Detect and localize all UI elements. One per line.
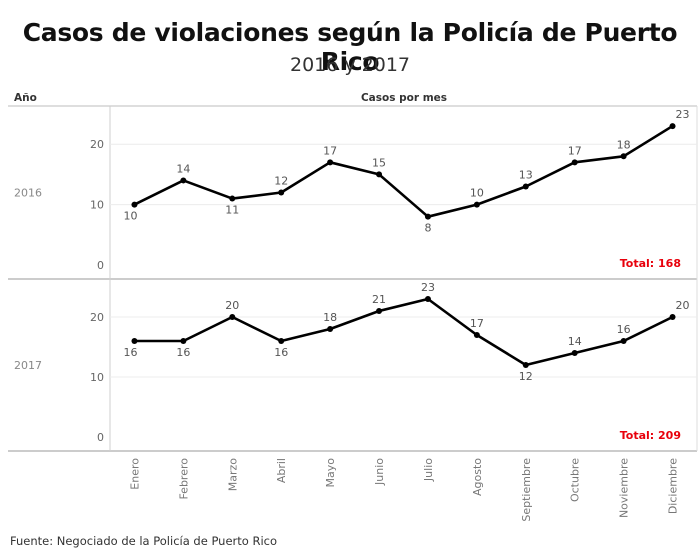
data-label: 17 [568,144,582,157]
data-point [620,338,627,344]
x-tick-label: Enero [128,458,141,490]
data-point [278,189,285,196]
series-line-2017 [134,297,674,367]
data-point [473,201,480,208]
y-tick-label: 20 [90,138,104,151]
y-tick-label: 10 [90,371,104,384]
x-tick-label: Septiembre [520,458,533,522]
data-label: 18 [323,311,337,324]
x-tick-label: Agosto [471,458,484,496]
x-tick-label: Abril [275,458,288,483]
x-tick-label: Junio [373,458,386,486]
data-label: 13 [519,168,533,181]
data-point [424,213,431,220]
data-label: 12 [519,370,533,383]
data-point [571,159,578,166]
data-label: 21 [372,293,386,306]
x-tick-label: Noviembre [618,458,631,518]
data-point [376,171,383,178]
chart-title: Casos de violaciones según la Policía de… [22,18,678,76]
data-point [669,123,676,130]
data-point [669,314,676,320]
row-label-2016: 2016 [14,187,42,200]
chart-subtitle: 2016 y 2017 [289,54,411,76]
x-tick-label: Julio [422,458,435,482]
column-header: Casos por mes [361,92,447,104]
row-header: Año [14,92,37,104]
x-tick-label: Diciembre [667,458,680,514]
data-point [473,332,480,338]
data-point [522,183,529,190]
x-axis: Enero Febrero Marzo Abril Mayo Junio Julio Agos… [128,458,679,522]
data-label: 16 [123,346,137,359]
data-label: 17 [323,144,337,157]
data-point [376,308,383,314]
data-label: 18 [617,138,631,151]
data-label: 11 [225,204,239,217]
data-label: 8 [424,222,431,235]
data-point [522,362,529,368]
data-label: 10 [123,210,137,223]
data-point [424,296,431,302]
total-label-2017: Total: 209 [620,429,681,442]
data-point [229,195,236,202]
data-label: 20 [225,299,239,312]
data-label: 16 [176,346,190,359]
data-label: 17 [470,317,484,330]
data-label: 23 [421,281,435,294]
data-label: 16 [617,323,631,336]
data-label: 20 [676,299,690,312]
y-tick-label: 10 [90,199,104,212]
chart-frame [8,105,698,452]
data-point [180,338,187,344]
data-label: 10 [470,187,484,200]
y-tick-label: 0 [97,431,104,444]
y-tick-label: 0 [97,259,104,272]
data-point [131,201,138,208]
data-point [278,338,285,344]
data-point [229,314,236,320]
panel-2016: 2016 0 10 20 10 14 11 12 17 15 8 10 13 17 18 23 Total: 1… [14,108,697,272]
data-point [180,177,187,184]
data-point [131,338,138,344]
y-tick-label: 20 [90,311,104,324]
data-point [327,326,334,332]
data-label: 16 [274,346,288,359]
x-tick-label: Marzo [226,458,239,492]
x-tick-label: Mayo [324,458,337,488]
x-tick-label: Febrero [177,458,190,500]
data-point [571,350,578,356]
data-point [620,153,627,160]
series-line-2016 [133,124,674,218]
source-note: Fuente: Negociado de la Policía de Puert… [10,534,278,548]
row-label-2017: 2017 [14,359,42,372]
total-label-2016: Total: 168 [620,257,681,270]
data-label: 15 [372,156,386,169]
data-label: 14 [176,162,190,175]
data-label: 23 [676,108,690,121]
data-label: 14 [568,335,582,348]
x-tick-label: Octubre [569,458,582,502]
data-label: 12 [274,175,288,188]
panel-2017: 2017 0 10 20 16 16 20 16 18 21 23 17 12 14 16 20 Total: … [14,281,697,444]
data-point [327,159,334,166]
